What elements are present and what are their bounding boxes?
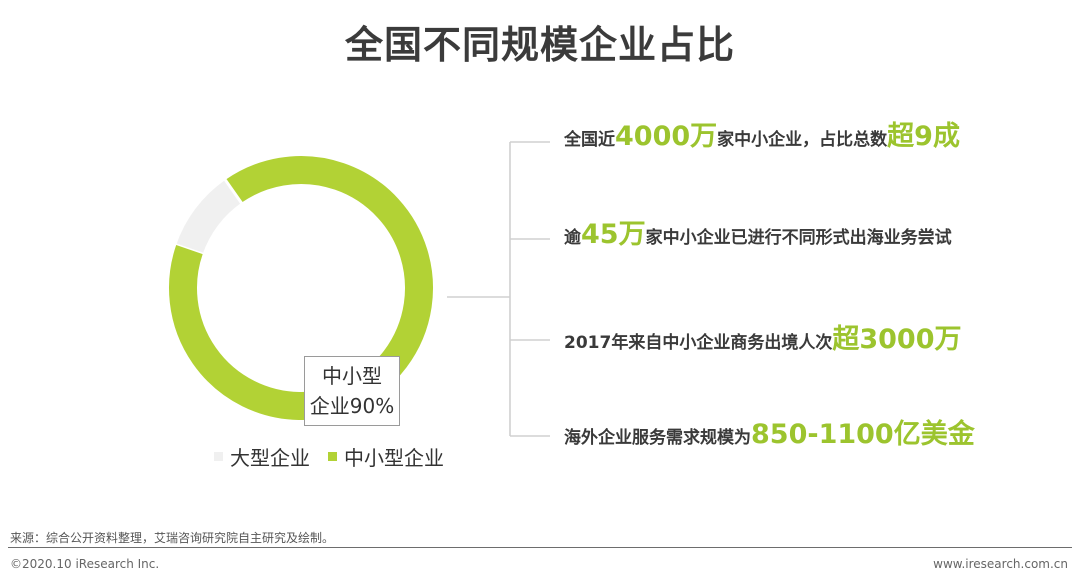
fact-highlight: 850-1100亿美金: [751, 419, 975, 450]
fact-text: 2017年来自中小企业商务出境人次: [564, 333, 833, 353]
fact-text: 家中小企业已进行不同形式出海业务尝试: [645, 228, 952, 248]
fact-item-3: 2017年来自中小企业商务出境人次超3000万: [564, 323, 961, 360]
fact-text: 海外企业服务需求规模为: [564, 428, 751, 448]
donut-slice-separator: [174, 243, 205, 256]
fact-highlight: 45万: [581, 219, 646, 250]
fact-item-4: 海外企业服务需求规模为850-1100亿美金: [564, 418, 975, 455]
legend-item-large-enterprise: 大型企业: [214, 442, 310, 471]
donut-data-label: 中小型 企业90%: [304, 356, 400, 426]
legend-item-sme: 中小型企业: [328, 442, 444, 471]
chart-legend: 大型企业 中小型企业: [214, 442, 462, 470]
fact-item-1: 全国近4000万家中小企业，占比总数超9成: [564, 120, 960, 157]
website-link[interactable]: www.iresearch.com.cn: [933, 557, 1068, 571]
fact-text: 家中小企业，占比总数: [717, 130, 888, 150]
page-title: 全国不同规模企业占比: [344, 23, 735, 67]
legend-label-large: 大型企业: [230, 445, 310, 470]
donut-data-label-line2: 企业90%: [309, 394, 395, 418]
fact-item-2: 逾45万家中小企业已进行不同形式出海业务尝试: [564, 218, 952, 255]
donut-slice-separator: [223, 178, 244, 205]
donut-slice-large-enterprise: [176, 179, 242, 255]
donut-data-label-line1: 中小型: [322, 364, 382, 388]
legend-swatch-sme: [328, 451, 337, 461]
bracket-connector-line: [447, 141, 550, 437]
footer-divider: [8, 547, 1072, 548]
legend-swatch-large: [214, 451, 223, 461]
fact-highlight: 超9成: [887, 121, 960, 152]
source-note: 来源：综合公开资料整理，艾瑞咨询研究院自主研究及绘制。: [10, 531, 335, 545]
legend-label-sme: 中小型企业: [344, 445, 444, 470]
fact-text: 全国近: [564, 130, 615, 150]
fact-highlight: 超3000万: [832, 324, 962, 355]
fact-text: 逾: [564, 228, 581, 248]
copyright: ©2020.10 iResearch Inc.: [10, 557, 160, 571]
fact-highlight: 4000万: [615, 121, 718, 152]
